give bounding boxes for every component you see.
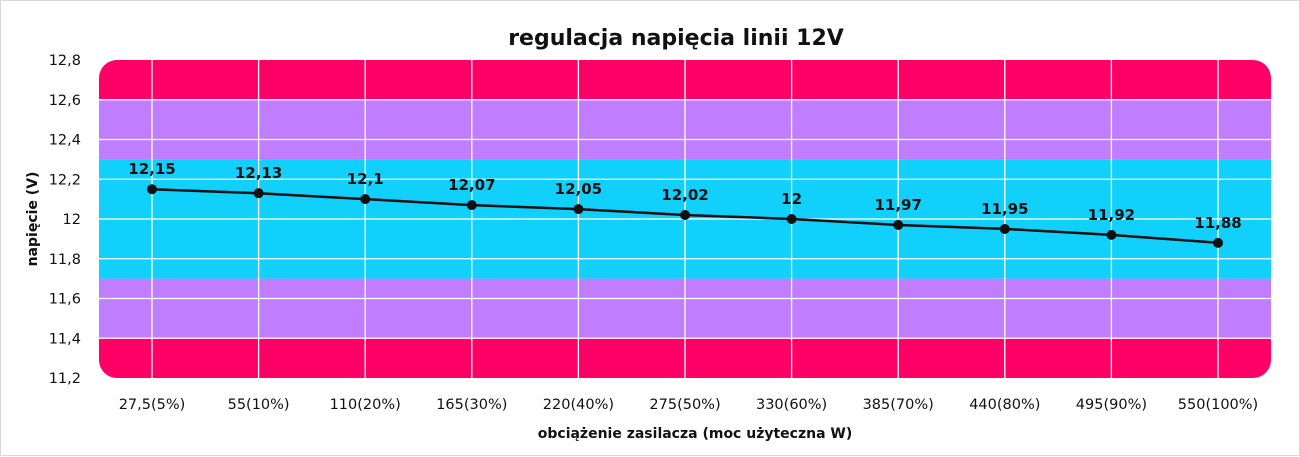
y-tick-label: 11,2 [49,371,81,387]
data-point [147,184,157,195]
data-point [786,214,797,224]
data-label: 11,88 [1194,214,1241,232]
data-point [466,200,477,211]
y-tick-label: 12,2 [49,172,81,188]
x-tick-label: 330(60%) [756,397,827,413]
y-tick-label: 12,6 [49,93,81,109]
chart-title: regulacja napięcia linii 12V [508,26,844,51]
data-label: 11,92 [1088,206,1135,224]
y-axis-label: napięcie (V) [25,172,41,267]
y-tick-label: 12,4 [49,133,81,149]
x-tick-label: 550(100%) [1178,397,1258,413]
y-tick-label: 12 [63,212,81,228]
x-tick-label: 440(80%) [969,397,1040,413]
x-tick-label: 27,5(5%) [119,397,186,413]
data-label: 12 [781,190,802,208]
x-axis-label: obciążenie zasilacza (moc użyteczna W) [538,426,853,442]
x-tick-label: 275(50%) [649,397,720,413]
data-label: 12,15 [128,160,175,178]
data-point [253,188,264,199]
data-label: 12,1 [347,170,384,188]
data-point [999,223,1010,234]
data-label: 12,07 [448,176,495,194]
y-tick-label: 11,8 [49,252,81,268]
x-tick-label: 495(90%) [1076,397,1147,413]
x-tick-label: 110(20%) [330,397,401,413]
data-point [360,194,371,205]
x-tick-label: 55(10%) [228,397,290,413]
y-tick-label: 11,4 [49,331,81,347]
data-point [1213,237,1223,248]
data-label: 12,02 [661,186,708,204]
y-tick-label: 12,8 [49,53,81,69]
data-label: 11,95 [981,200,1028,218]
data-point [680,210,690,221]
data-label: 12,13 [235,164,282,182]
data-point [1106,229,1117,240]
x-tick-label: 220(40%) [543,397,614,413]
y-tick-label: 11,6 [49,292,81,308]
x-tick-label: 165(30%) [436,397,507,413]
data-point [573,204,584,215]
data-point [893,219,904,230]
x-tick-label: 385(70%) [863,397,934,413]
data-label: 11,97 [874,196,921,214]
data-label: 12,05 [555,180,602,198]
